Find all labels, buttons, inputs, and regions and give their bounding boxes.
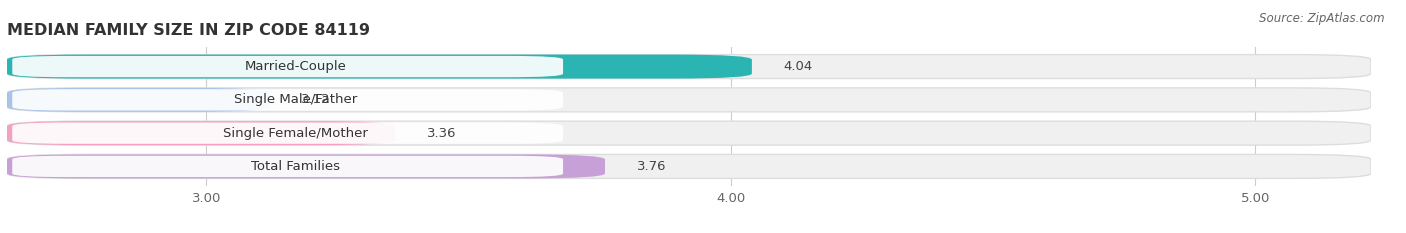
Text: 4.04: 4.04 xyxy=(783,60,813,73)
FancyBboxPatch shape xyxy=(13,56,562,77)
Text: Source: ZipAtlas.com: Source: ZipAtlas.com xyxy=(1260,12,1385,25)
Text: Married-Couple: Married-Couple xyxy=(245,60,346,73)
FancyBboxPatch shape xyxy=(7,121,1371,145)
FancyBboxPatch shape xyxy=(7,88,270,112)
Text: 3.36: 3.36 xyxy=(426,127,456,140)
Text: Single Female/Mother: Single Female/Mother xyxy=(224,127,368,140)
FancyBboxPatch shape xyxy=(7,55,1371,79)
FancyBboxPatch shape xyxy=(13,123,562,144)
Text: MEDIAN FAMILY SIZE IN ZIP CODE 84119: MEDIAN FAMILY SIZE IN ZIP CODE 84119 xyxy=(7,24,370,38)
FancyBboxPatch shape xyxy=(13,89,562,110)
FancyBboxPatch shape xyxy=(7,55,752,79)
Text: Single Male/Father: Single Male/Father xyxy=(233,93,357,106)
FancyBboxPatch shape xyxy=(7,154,1371,178)
FancyBboxPatch shape xyxy=(7,88,1371,112)
FancyBboxPatch shape xyxy=(13,156,562,177)
FancyBboxPatch shape xyxy=(7,121,395,145)
Text: 3.76: 3.76 xyxy=(637,160,666,173)
Text: 3.12: 3.12 xyxy=(301,93,330,106)
FancyBboxPatch shape xyxy=(7,154,605,178)
Text: Total Families: Total Families xyxy=(252,160,340,173)
